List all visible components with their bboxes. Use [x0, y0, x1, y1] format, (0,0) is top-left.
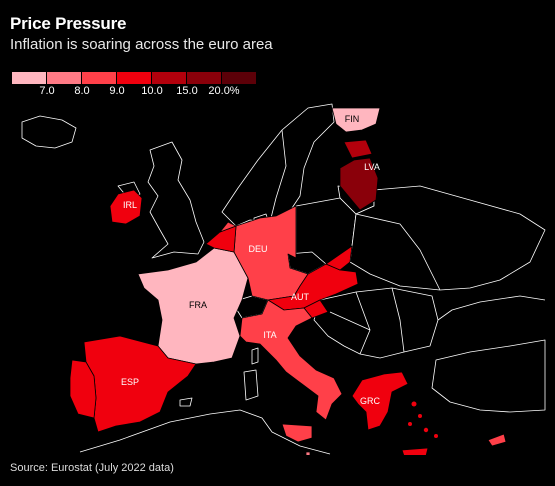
europe-map: FIN LVA IRL DEU FRA AUT ITA ESP GRC: [21, 103, 546, 455]
country-IRL: [109, 189, 143, 225]
source-note: Source: Eurostat (July 2022 data): [10, 462, 174, 474]
legend-label-6: 20.0%: [208, 85, 240, 97]
legend-label-4: 10.0: [141, 85, 163, 97]
legend-swatch-7: [222, 72, 257, 84]
black-sea-coast: [437, 295, 546, 321]
iceland-outline: [21, 115, 77, 149]
country-GRC: [351, 371, 409, 431]
legend-label-5: 15.0: [176, 85, 198, 97]
greek-islands: [408, 401, 438, 438]
country-ITA: [239, 299, 343, 421]
legend-label-2: 8.0: [74, 85, 90, 97]
north-africa-coast: [79, 409, 331, 455]
label-AUT: AUT: [291, 292, 310, 302]
balkan-borders: [329, 287, 405, 355]
legend-label-1: 7.0: [39, 85, 55, 97]
great-britain-outline: [147, 141, 205, 259]
country-ITA-sicily: [281, 423, 313, 443]
country-LVA: [339, 157, 379, 211]
legend-swatch-6: [187, 72, 222, 84]
belarus-border: [355, 213, 441, 291]
legend-swatch-4: [117, 72, 152, 84]
country-labels: FIN LVA IRL DEU FRA AUT ITA ESP GRC: [121, 114, 381, 406]
island-1: [411, 401, 417, 407]
sweden-border: [269, 129, 287, 223]
legend-label-3: 9.0: [109, 85, 125, 97]
balearic-outline: [179, 397, 193, 407]
map-subtitle: Inflation is soaring across the euro are…: [10, 36, 273, 53]
country-FRA: [137, 247, 249, 365]
sardinia-outline: [243, 369, 259, 401]
legend-swatch-5: [152, 72, 187, 84]
country-FIN: [331, 107, 381, 133]
label-ITA: ITA: [263, 330, 276, 340]
balkans-outline: [313, 287, 439, 359]
legend-swatch-1: [12, 72, 47, 84]
legend-swatch-3: [82, 72, 117, 84]
legend-labels: 7.0 8.0 9.0 10.0 15.0 20.0%: [12, 84, 260, 98]
island-3: [408, 422, 412, 426]
corsica-outline: [251, 347, 259, 365]
country-GRC-crete: [401, 447, 429, 455]
eastern-europe-outline: [349, 185, 546, 291]
label-GRC: GRC: [360, 396, 381, 406]
label-ESP: ESP: [121, 377, 139, 387]
label-LVA: LVA: [364, 162, 380, 172]
country-CYP: [487, 433, 507, 447]
map-title: Price Pressure: [10, 14, 127, 33]
country-NLD: [219, 221, 237, 233]
label-IRL: IRL: [123, 200, 137, 210]
legend-swatch-2: [47, 72, 82, 84]
country-PRT: [69, 359, 97, 419]
turkey-outline: [431, 339, 546, 413]
label-DEU: DEU: [248, 244, 267, 254]
country-EST: [343, 139, 373, 159]
country-MLT: [305, 451, 311, 455]
legend-swatches: [12, 72, 260, 84]
country-BENELUX: [205, 225, 237, 253]
label-FRA: FRA: [189, 300, 207, 310]
island-2: [418, 414, 422, 418]
color-legend: 7.0 8.0 9.0 10.0 15.0 20.0%: [12, 72, 260, 98]
island-4: [423, 427, 429, 433]
country-SVK: [325, 245, 353, 271]
island-5: [434, 434, 438, 438]
label-FIN: FIN: [345, 114, 360, 124]
